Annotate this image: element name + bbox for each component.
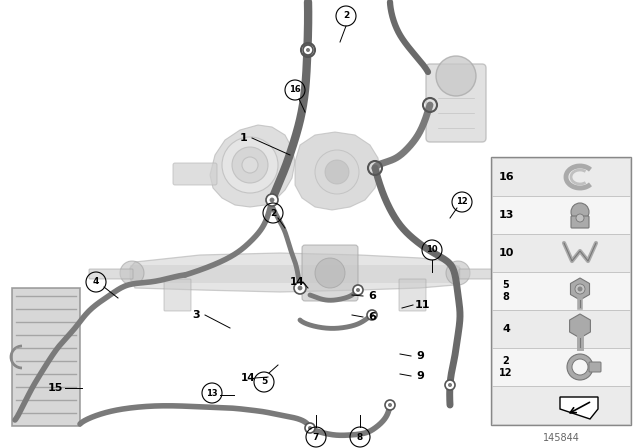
FancyBboxPatch shape [459,269,496,279]
Circle shape [269,198,275,202]
Bar [492,386,630,424]
FancyBboxPatch shape [130,265,460,283]
Text: 7: 7 [313,432,319,441]
Bar [12,288,80,426]
Circle shape [242,157,258,173]
Text: 9: 9 [416,351,424,361]
Text: 9: 9 [416,371,424,381]
Text: 16: 16 [498,172,514,182]
Circle shape [575,284,585,294]
Circle shape [370,313,374,317]
Text: 4: 4 [502,324,510,334]
Text: 14: 14 [290,277,304,287]
Text: 2: 2 [343,12,349,21]
Circle shape [294,282,306,294]
Circle shape [306,48,310,52]
Bar [492,158,630,196]
Text: 8: 8 [502,292,509,302]
Text: 4: 4 [93,277,99,287]
Circle shape [445,380,455,390]
Text: 2: 2 [502,356,509,366]
Polygon shape [210,125,295,207]
Bar [492,348,630,386]
Circle shape [353,285,363,295]
Circle shape [446,261,470,285]
Circle shape [567,354,593,380]
Bar [492,234,630,272]
FancyBboxPatch shape [589,362,601,372]
Polygon shape [295,132,380,210]
Text: 5: 5 [261,378,267,387]
Polygon shape [560,397,598,419]
FancyBboxPatch shape [302,245,358,301]
Text: 16: 16 [289,86,301,95]
Text: 15: 15 [47,383,63,393]
Circle shape [356,288,360,292]
Text: 10: 10 [426,246,438,254]
Circle shape [436,56,476,96]
FancyBboxPatch shape [173,163,217,185]
FancyBboxPatch shape [89,269,133,279]
Text: 1: 1 [240,133,248,143]
Text: 8: 8 [357,432,363,441]
Text: 6: 6 [368,291,376,301]
FancyBboxPatch shape [164,279,191,311]
Text: 2: 2 [270,208,276,217]
Polygon shape [130,253,460,292]
Text: 11: 11 [414,300,429,310]
Circle shape [305,423,315,433]
Circle shape [298,286,302,290]
Text: 6: 6 [368,312,376,322]
Circle shape [120,261,144,285]
Circle shape [577,287,582,292]
Text: 10: 10 [499,248,514,258]
Text: 13: 13 [499,210,514,220]
Text: 3: 3 [192,310,200,320]
FancyBboxPatch shape [399,279,426,311]
Circle shape [308,426,312,430]
Bar [491,157,631,425]
Circle shape [576,214,584,222]
Circle shape [232,147,268,183]
Text: 12: 12 [499,368,513,378]
Bar [492,196,630,234]
Bar [492,272,630,310]
Circle shape [266,194,278,206]
Text: 5: 5 [502,280,509,290]
Circle shape [571,203,589,221]
Circle shape [572,359,588,375]
Circle shape [448,383,452,387]
Circle shape [315,258,345,288]
Circle shape [325,160,349,184]
Circle shape [367,310,377,320]
Circle shape [315,150,359,194]
Text: 145844: 145844 [543,433,579,443]
Text: 12: 12 [456,198,468,207]
Bar [492,310,630,348]
Circle shape [303,45,313,55]
Circle shape [222,137,278,193]
Circle shape [385,400,395,410]
Circle shape [388,403,392,407]
Text: 14: 14 [241,373,255,383]
FancyBboxPatch shape [426,64,486,142]
Text: 13: 13 [206,388,218,397]
FancyBboxPatch shape [571,216,589,228]
